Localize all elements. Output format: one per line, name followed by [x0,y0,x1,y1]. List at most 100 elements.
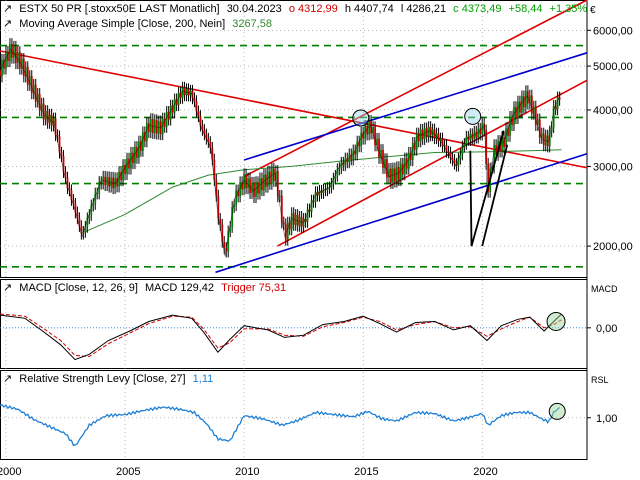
price-candle-body [465,136,468,144]
price-candle-body [457,158,460,166]
macd-line [0,313,562,361]
price-candle-body [421,129,424,139]
highlight-circle [464,107,482,125]
price-candle-body [217,195,220,219]
price-candle-body [86,218,89,227]
price-candle-body [84,226,87,232]
price-candle-body [18,52,21,69]
price-candle-body [427,127,430,137]
price-candle-body [100,182,103,184]
price-candle-body [376,138,378,146]
price-candle-body [310,200,313,212]
price-candle-body [50,114,53,126]
price-candle-body [245,174,247,189]
price-candle-body [139,141,142,151]
price-candle-body [308,209,311,212]
price-candle-body [304,218,307,222]
price-candle-body [9,44,11,62]
price-candle-body [94,193,97,204]
price-candle-body [330,183,333,188]
macd-y-tick-label: 0,00 [596,323,617,335]
price-candle-body [203,129,206,135]
price-candle-body [134,146,136,164]
price-candle-body [312,200,315,202]
price-candle-body [130,152,132,169]
price-candle-body [380,149,382,158]
price-candle-body [417,133,420,142]
price-candle-body [388,168,390,178]
price-candle-body [197,111,200,117]
currency-label: € [590,5,596,16]
price-candle-body [409,152,412,160]
price-candle-body [320,190,323,193]
price-candle-body [439,138,442,142]
price-candle-body [511,116,513,126]
price-candle-body [207,138,210,142]
price-candle-body [524,91,527,108]
price-candle-body [128,158,130,169]
price-candle-body [358,141,361,147]
price-candle-body [280,195,283,223]
price-candle-body [364,125,367,139]
date-label: 30.04.2023 [226,3,282,15]
trigger-line [0,313,562,358]
price-candle-body [477,128,480,138]
price-candle-body [52,118,55,126]
price-candle-body [66,177,69,189]
rsl-label: Relative Strength Levy [Close, 27] [19,373,186,385]
price-candle-body [34,84,37,102]
price-candle-body [187,89,190,96]
open-label: o 4312,99 [288,3,338,15]
price-candle-body [344,158,347,166]
price-candle-body [284,224,287,240]
price-candle-body [64,171,67,178]
price-candle-body [175,99,178,106]
price-candle-body [356,141,359,155]
x-tick-label: 2010 [235,466,259,478]
price-y-tick-label: 6000,00 [593,25,633,37]
price-candle-body [556,97,559,110]
price-candle-body [259,178,261,194]
price-candle-body [397,167,400,180]
price-candle-body [453,159,456,164]
macd-axis-label: MACD [591,284,618,294]
price-candle-body [7,51,9,62]
price-candle-body [340,162,343,169]
price-candle-body [122,164,124,181]
price-candle-body [550,127,553,132]
price-candle-body [338,168,341,170]
price-candle-body [278,195,281,197]
price-candle-body [261,178,263,191]
price-candle-body [241,182,244,190]
price-candle-body [263,174,265,191]
macd-value: MACD 129,42 [144,282,215,294]
price-candle-body [296,214,299,226]
price-candle-body [481,123,484,135]
price-candle-body [265,174,267,187]
price-candle-body [223,241,226,248]
price-candle-body [521,96,523,113]
price-candle-body [451,157,454,160]
price-candle-body [501,137,503,152]
price-candle-body [487,163,490,192]
rsl-line [0,404,561,447]
price-candle-body [163,118,166,127]
price-candle-body [38,93,41,111]
x-tick-label: 2020 [473,466,497,478]
price-candle-body [558,97,561,100]
price-candle-body [548,131,551,147]
price-candle-body [485,130,488,164]
price-y-tick-label: 3000,00 [593,161,633,173]
price-candle-body [221,224,224,242]
price-candle-body [201,125,204,130]
price-candle-body [447,151,450,153]
price-candle-body [342,162,345,166]
price-candle-body [346,158,349,163]
price-candle-body [546,135,549,147]
price-candle-body [471,134,474,139]
price-y-tick-label: 2000,00 [593,241,633,253]
price-candle-body [24,67,27,77]
price-candle-body [215,179,218,196]
price-candle-body [28,76,31,85]
trigger-value: Trigger 75,31 [221,282,287,294]
